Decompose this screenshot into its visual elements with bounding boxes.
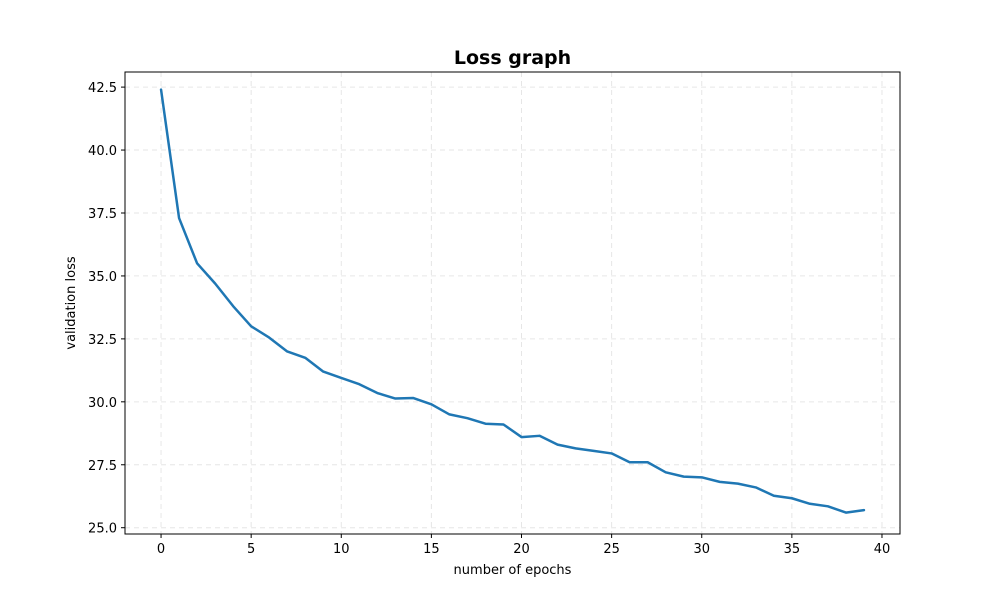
chart-title: Loss graph	[454, 47, 571, 69]
gridlines	[125, 72, 900, 534]
series-layer	[159, 88, 866, 514]
y-axis-label: validation loss	[64, 256, 79, 349]
y-tick-label: 42.5	[88, 81, 117, 96]
y-tick-label: 30.0	[88, 396, 117, 411]
x-tick-label: 40	[874, 542, 891, 557]
y-tick-label: 37.5	[88, 207, 117, 222]
series-line	[159, 88, 866, 514]
x-tick-label: 10	[333, 542, 350, 557]
x-tick-label: 5	[247, 542, 255, 557]
y-tick-label: 32.5	[88, 333, 117, 348]
x-tick-label: 35	[784, 542, 801, 557]
x-axis: 0 5 10 15 20 25 30 35 40	[157, 534, 890, 557]
plot-frame	[124, 71, 901, 535]
x-axis-label: number of epochs	[454, 563, 572, 578]
y-tick-label: 25.0	[88, 522, 117, 537]
y-axis: 25.0 27.5 30.0 32.5 35.0 37.5 40.0 42.5	[88, 81, 125, 537]
y-tick-label: 40.0	[88, 144, 117, 159]
y-tick-label: 35.0	[88, 270, 117, 285]
x-tick-label: 25	[603, 542, 620, 557]
x-tick-label: 0	[157, 542, 165, 557]
x-tick-label: 15	[423, 542, 440, 557]
y-tick-label: 27.5	[88, 459, 117, 474]
x-tick-label: 20	[513, 542, 530, 557]
x-tick-label: 30	[693, 542, 710, 557]
